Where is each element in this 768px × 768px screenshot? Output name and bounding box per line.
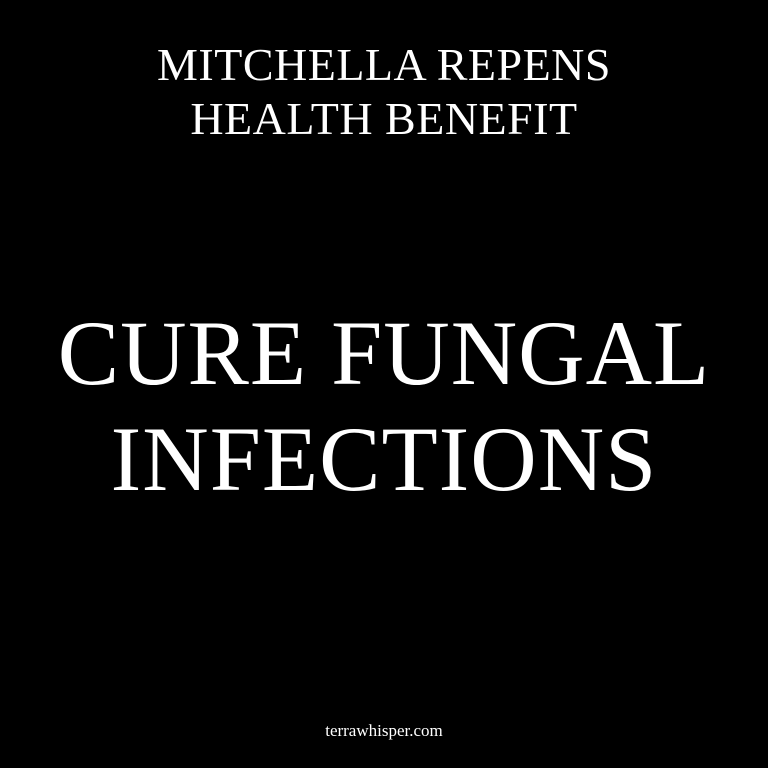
headline-line-2: INFECTIONS: [110, 408, 658, 510]
headline-line-1: CURE FUNGAL: [57, 302, 711, 404]
poster-headline: CURE FUNGAL INFECTIONS: [0, 300, 768, 512]
footer-site-credit: terrawhisper.com: [325, 721, 443, 740]
poster-header: MITCHELLA REPENS HEALTH BENEFIT: [0, 38, 768, 146]
header-line-plant-name: MITCHELLA REPENS: [157, 39, 611, 90]
header-line-benefit-label: HEALTH BENEFIT: [190, 93, 578, 144]
